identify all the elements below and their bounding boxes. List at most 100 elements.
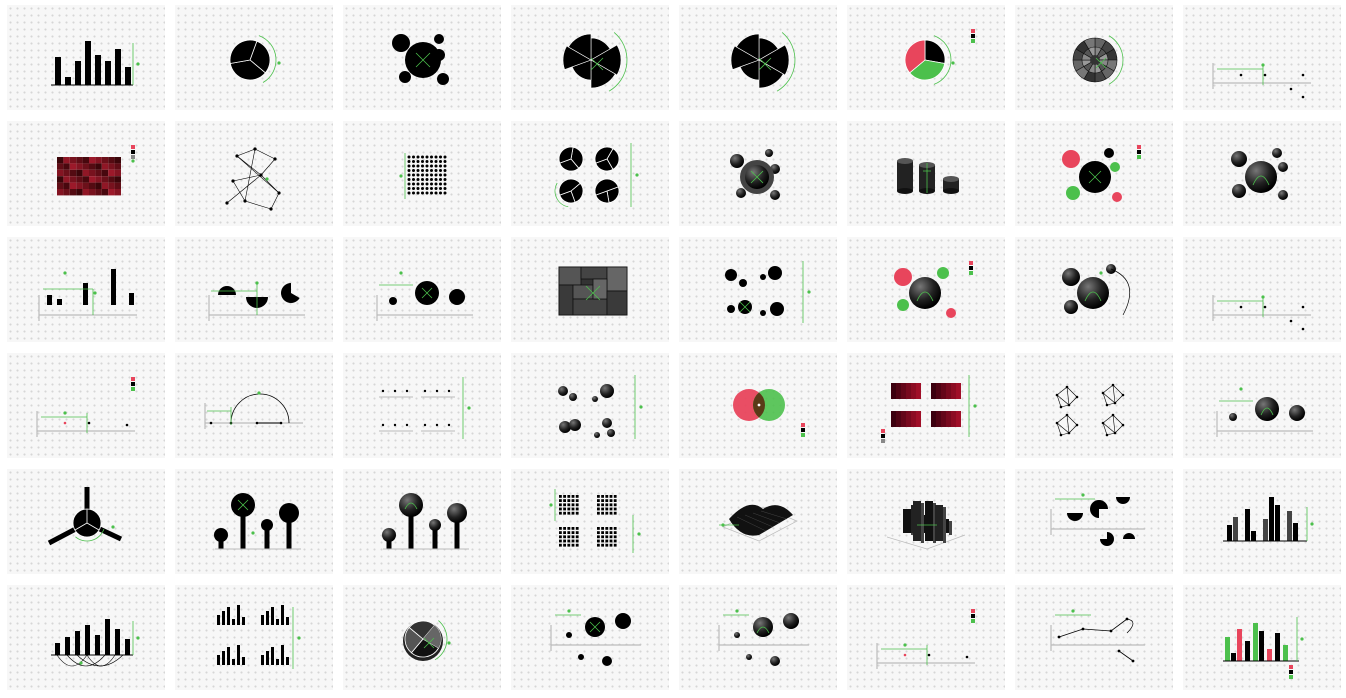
bubble-cluster-marks [392, 34, 449, 85]
grouped-bars-marks [1223, 497, 1314, 542]
thumbnail-colored-bar-chart[interactable] [1183, 585, 1341, 690]
radial-bars-marks [47, 487, 123, 546]
thumbnail-line-scatter[interactable] [1015, 585, 1173, 690]
thumbnail-shaded-bubble-multiples[interactable] [511, 353, 669, 458]
dot-matrix-multiples-marks [549, 489, 641, 553]
thumbnail-3d-bars[interactable] [847, 469, 1005, 574]
thumbnail-sphere-lollipop[interactable] [343, 469, 501, 574]
thumbnail-dot-matrix[interactable] [343, 121, 501, 226]
thumbnail-bar-multiples[interactable] [175, 585, 333, 690]
sphere-cluster-graphic [1231, 148, 1288, 200]
pie-scatter-marks [1050, 493, 1145, 546]
heatmap-graphic [57, 145, 135, 196]
thumbnail-shaded-bubbles[interactable] [679, 121, 837, 226]
bar-chart-axis-graphic [38, 269, 137, 321]
colored-pie-chart-graphic [904, 29, 975, 85]
thumbnail-bar-chart-axis[interactable] [7, 237, 165, 342]
thumbnail-colored-spheres[interactable] [847, 237, 1005, 342]
thumbnail-small-multiples[interactable] [343, 353, 501, 458]
thumbnail-colored-bubbles[interactable] [1015, 121, 1173, 226]
thumbnail-polar-area-chart[interactable] [679, 5, 837, 110]
thumbnail-sphere-axis[interactable] [1183, 353, 1341, 458]
thumbnail-heatmap[interactable] [7, 121, 165, 226]
3d-surface-marks [719, 504, 798, 542]
thumbnail-bar-arc-chart[interactable] [7, 585, 165, 690]
sphere-arc-marks [1062, 264, 1131, 316]
sphere-axis-graphic [1216, 387, 1313, 437]
sphere-lollipop-graphic [382, 493, 469, 550]
thumbnail-sphere-cluster[interactable] [1183, 121, 1341, 226]
thumbnail-bar-chart[interactable] [7, 5, 165, 110]
thumbnail-pie-chart[interactable] [175, 5, 333, 110]
polar-area-chart-graphic [562, 32, 628, 92]
thumbnail-bubble-cluster[interactable] [343, 5, 501, 110]
shaded-bubble-multiples-marks [558, 375, 643, 439]
sphere-lollipop-marks [382, 493, 469, 550]
treemap-marks [558, 266, 628, 316]
network-multiples-graphic [1055, 383, 1125, 437]
3d-bars-marks [886, 501, 966, 550]
heatmap-marks [57, 145, 135, 196]
thumbnail-network-graph[interactable] [175, 121, 333, 226]
pie-scatter-graphic [1050, 493, 1145, 546]
bar-chart-marks [51, 41, 140, 86]
thumbnail-radial-bars[interactable] [7, 469, 165, 574]
thumbnail-heatmap-multiples[interactable] [847, 353, 1005, 458]
thumbnail-pie-scatter[interactable] [1015, 469, 1173, 574]
sphere-cluster-marks [1231, 148, 1288, 200]
shaded-bubble-multiples-graphic [558, 375, 643, 439]
bar-arc-chart-marks [51, 619, 140, 667]
thumbnail-3d-cylinders[interactable] [847, 121, 1005, 226]
thumbnail-polar-area-chart[interactable] [511, 5, 669, 110]
treemap-graphic [558, 266, 628, 316]
arc-diagram-graphic [204, 391, 303, 429]
lollipop-chart-graphic [214, 493, 301, 550]
thumbnail-scatter-axis[interactable] [1183, 5, 1341, 110]
thumbnail-scatter-legend[interactable] [847, 585, 1005, 690]
thumbnail-3d-surface[interactable] [679, 469, 837, 574]
thumbnail-bubble-multiples[interactable] [679, 237, 837, 342]
colored-pie-chart-marks [904, 29, 975, 85]
3d-bars-graphic [886, 501, 966, 550]
thumbnail-pie-chart-3d[interactable] [343, 585, 501, 690]
bubble-axis-graphic [376, 271, 473, 321]
thumbnail-scatter-legend[interactable] [7, 353, 165, 458]
dot-matrix-graphic [399, 153, 447, 199]
thumbnail-sphere-scatter-axis[interactable] [679, 585, 837, 690]
pie-pieces-axis-marks [208, 281, 305, 321]
venn-diagram-marks [733, 389, 805, 437]
thumbnail-bubble-scatter-axis[interactable] [511, 585, 669, 690]
thumbnail-pie-multiples[interactable] [511, 121, 669, 226]
bubble-multiples-marks [725, 261, 811, 323]
thumbnail-dot-matrix-multiples[interactable] [511, 469, 669, 574]
colored-bubbles-graphic [1062, 145, 1141, 202]
pie-multiples-marks [554, 143, 639, 208]
thumbnail-sunburst-chart[interactable] [1015, 5, 1173, 110]
thumbnail-grouped-bars[interactable] [1183, 469, 1341, 574]
colored-bar-chart-graphic [1223, 617, 1304, 679]
bubble-cluster-graphic [392, 34, 449, 85]
thumbnail-arc-diagram[interactable] [175, 353, 333, 458]
pie-chart-marks [229, 35, 281, 83]
network-graph-marks [225, 147, 281, 211]
thumbnail-treemap[interactable] [511, 237, 669, 342]
thumbnail-venn-diagram[interactable] [679, 353, 837, 458]
thumbnail-network-multiples[interactable] [1015, 353, 1173, 458]
polar-area-chart-graphic [730, 32, 796, 92]
thumbnail-lollipop-chart[interactable] [175, 469, 333, 574]
scatter-axis-marks [1212, 295, 1311, 331]
thumbnail-pie-pieces-axis[interactable] [175, 237, 333, 342]
sphere-axis-marks [1216, 387, 1313, 437]
shaded-bubbles-graphic [730, 149, 780, 200]
thumbnail-colored-pie-chart[interactable] [847, 5, 1005, 110]
line-scatter-graphic [1050, 609, 1145, 663]
thumbnail-scatter-axis[interactable] [1183, 237, 1341, 342]
thumbnail-bubble-axis[interactable] [343, 237, 501, 342]
sphere-scatter-axis-marks [718, 609, 809, 666]
dot-matrix-multiples-graphic [549, 489, 641, 553]
polar-area-chart-marks [730, 32, 796, 92]
pie-pieces-axis-graphic [208, 281, 305, 321]
scatter-legend-marks [36, 377, 135, 437]
thumbnail-sphere-arc[interactable] [1015, 237, 1173, 342]
